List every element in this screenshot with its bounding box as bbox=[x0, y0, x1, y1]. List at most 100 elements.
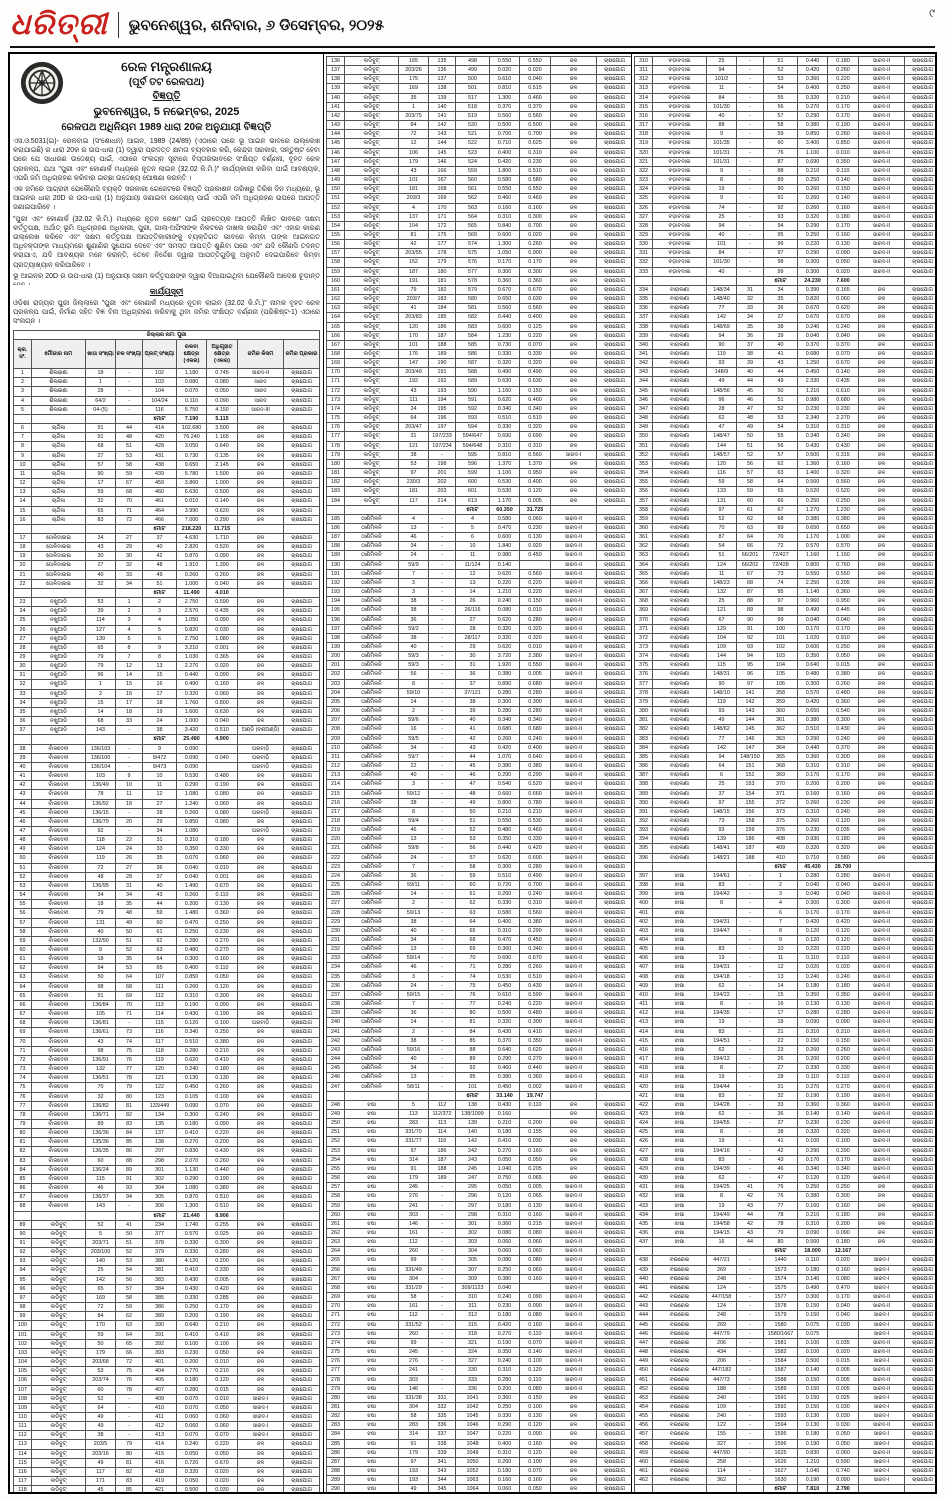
table-row: 84 ବାଁକଦେବୀ 136/24 89 301 1.130 0.440 ଜଳ ଚାଷଯୋଗ bbox=[13, 1164, 321, 1175]
table-row: 426 ଝାଷା 19-41 0.100 0.100 ସାରଦ-II ଚାଷଯୋଗ bbox=[634, 1136, 935, 1147]
table-row: 101 ଲଡିବୁଟ୍ 59 64 391 0.410 0.410 ଜଳ ଚାଷଯୋଗ bbox=[13, 1329, 321, 1340]
table-row: 248 ଝଷା 5 112 138 0.430 0.110 ଜଳ ଚାଷଯୋଗ bbox=[326, 1099, 631, 1110]
table-row: 263 ଝଷା 112-303 0.060 0.060 ସାରଦ-II ଚାଷଯୋଗ bbox=[326, 1237, 631, 1248]
table-row: 290 ଝଷା 49 345 1064 0.060 0.050 ଜଳ ଚାଷଯୋଗ bbox=[326, 1484, 631, 1492]
table-row: 64 ବାଁକଦେବୀ 98 68 111 0.260 0.120 ଜଳ ଚାଷଯୋଗ bbox=[13, 981, 321, 992]
table-row: 435 ଝାଷା 194/58 42 78 0.310 0.200 ଜଳ ଚାଷଯୋଗ bbox=[634, 1218, 935, 1230]
table-row: 5 ଶିଳାଇଣା 04-(5) -116 5.750 4.150 ସାରଦ-III ଚାଷଯ… bbox=[13, 404, 321, 415]
table-row: 19 ତୋଳିଦାଇଇ 30 30 42 0.870 0.090 ଜଳ ଚାଷଯୋଗ bbox=[13, 551, 321, 562]
table-row: 447 ବଇରେଇ 206-1581 0.100 0.035 ସାରଦ-II ଚାଷଯୋଗ bbox=[634, 1337, 935, 1349]
table-row: 373 ବାରାଲଣା 109 93 102 0.600 0.250 ଜଳ ଚାଷଯୋଗ bbox=[634, 641, 935, 653]
table-row: 60 ବାଁକଦେବୀ 9 52 63 0.480 0.270 ଜଳ ଚାଷଯୋଗ bbox=[13, 944, 321, 956]
table-row: 419 ଝାଷା 19-28 0.110 0.110 ସାରଦ-II ଚାଷଯୋଗ bbox=[634, 1072, 935, 1083]
table-row: 78 ବାଁକଦେବୀ 136/71 82 134 0.300 0.240 ଜଳ ଚାଷଯୋଗ bbox=[13, 1109, 321, 1120]
table-row: 206 ଠାଣିମିଳନି 2-39 0.280 0.280 ସାରଦ-II ଚାଷଯୋଗ bbox=[326, 706, 631, 717]
table-row: 261 ଝଷା 146-301 0.360 0.215 ସାରଦ-II ଚାଷଯୋଗ bbox=[326, 1218, 631, 1230]
table-row: 94 ଲଡିବୁଟ୍ 25 54 381 0.410 0.330 ଜଳ ଚାଷଯୋଗ bbox=[13, 1265, 321, 1276]
table-row: 231 ଠାଣିମିଳନି 34-68 0.470 0.450 ସାରଦ-II ଚାଷଯୋଗ bbox=[326, 934, 631, 946]
table-row: 386 ବାରାଲଣା 64 151 368 0.310 0.310 ଜଳ ଚାଷଯୋଗ bbox=[634, 761, 935, 772]
table-row: 142 ଲଡିବୁଟ୍ 203/75 141 519 0.560 0.560 ଜଳ ଚାଷଯୋଗ bbox=[326, 110, 631, 122]
table-row: 146 ଲଡିବୁଟ୍ 106 145 523 0.400 0.310 ଜଳ ଚାଷଯୋଗ bbox=[326, 147, 631, 158]
table-row: 68 ବାଁକଦେବୀ 136/81-115 0.120 0.100 ଘରବାଡ଼ି ଚାଷ… bbox=[13, 1018, 321, 1029]
table-row: 335 ବାରାଲଣା 148/40 32 35 0.820 0.060 ଜଳ ଚାଷଯୋଗ bbox=[634, 294, 935, 305]
table-row: 438 ବଇରେଇ 447/21-1440 0.110 0.020 ସାରଦ-I ଚାଷଯୋ… bbox=[634, 1255, 935, 1266]
table-row: 2 ଶିଳାଇଣା 1-103 0.080 0.080 ସାରଦ ଚାଷଯୋଗ bbox=[13, 377, 321, 388]
table-row: 47 ବାଁକଦେବୀ 92-34 1.080 ଘରବାଡ଼ି ଚାଷଯୋଗ bbox=[13, 825, 321, 837]
table-row: 155 ଲଡିବୁଟ୍ 81 175 569 0.600 0.020 ଜଳ ଚାଷଯୋଗ bbox=[326, 229, 631, 241]
table-row: 449 ବଇରେଇ 206-1584 0.500 0.015 ସାରଦ-I ଚାଷଯୋଗ bbox=[634, 1356, 935, 1367]
table-row: 161 ଲଡିବୁଟ୍ 79 182 579 0.670 0.670 ଜଳ ଚାଷଯୋଗ bbox=[326, 284, 631, 296]
table-row: 48 ବାଁକଦେବୀ 118 22 31 0.310 0.180 ଜଳ ଚାଷଯୋଗ bbox=[13, 835, 321, 846]
land-table-left: ଜିଲ୍ଲାର ନାମ: ପୁରୀ କ୍ର. ସଂ. ମୌଜାର ନାମ ଖାତା ସ… bbox=[12, 329, 321, 1492]
table-row: 413 ଝାଷା 19-18 0.090 0.090 ସାରଦ-II ଚାଷଯୋଗ bbox=[634, 1017, 935, 1028]
table-row: 359 ବାରାଲଣା 52 62 68 0.380 0.380 ଜଳ ଚାଷଯୋଗ bbox=[634, 513, 935, 524]
table-row: 175 ଲଡିବୁଟ୍ 64 196 593 0.510 0.510 ଜଳ ଚାଷଯୋଗ bbox=[326, 413, 631, 424]
table-row: 10 ଚାନ୍ଦିଳା 57 58 438 9.650 2.145 ଜଳ ଚାଷଯୋଗ bbox=[13, 459, 321, 470]
table-row: 77 ବାଁକଦେବୀ 136/82 81 133/449 0.090 0.070 ଜଳ ଚାଷ… bbox=[13, 1100, 321, 1111]
table-row: 242 ଠାଣିମିଳନି 38-85 0.370 0.350 ସାରଦ-II ଚାଷଯୋଗ bbox=[326, 1035, 631, 1046]
table-row: 348 ବାରାଲଣା 62 48 53 2.340 2.270 ଜଳ ଚାଷଯୋଗ bbox=[634, 413, 935, 424]
table-row: 416 ଝାଷା 62-23 0.260 0.260 ସାରଦ-II ଚାଷଯୋଗ bbox=[634, 1044, 935, 1056]
table-row: 278 ଝଷା 303-333 0.280 0.110 ସାରଦ-II ଚାଷଯୋଗ bbox=[326, 1374, 631, 1385]
table-row: 286 ଝଷା 179 339 1049 0.310 0.120 ଜଳ ଚାଷଯୋଗ bbox=[326, 1447, 631, 1458]
table-row: 71 ବାଁକଦେବୀ 98 75 118 0.280 0.210 ଜଳ ଚାଷଯୋଗ bbox=[13, 1045, 321, 1056]
table-row: 228 ଠାଣିମିଳନି 59/13-63 0.580 0.560 ସାରଦ-II ଚାଷ… bbox=[326, 907, 631, 918]
table-row: 317 ବଡ଼ାବଦାଇ 88-58 0.380 0.190 ସାରଦ-II ଚାଷଯୋଗ bbox=[634, 120, 935, 131]
table-row: 75 ବାଁକଦେବୀ 70 79 122 0.450 0.260 ଜଳ ଚାଷଯୋଗ bbox=[13, 1082, 321, 1093]
table-row: 341 ବାରାଲଣା 119 38 41 0.680 0.070 ଜଳ ଚାଷଯୋଗ bbox=[634, 348, 935, 360]
table-row: 411 ଝାଷା 8-16 0.130 0.130 ସାରଦ-II ଚାଷଯୋଗ bbox=[634, 999, 935, 1010]
table-row: 218 ଠାଣିମିଳନି 59/4-51 0.550 0.530 ସାରଦ-II ଚାଷଯ… bbox=[326, 815, 631, 827]
table-row: 168 ଲଡିବୁଟ୍ 176 189 586 0.330 0.330 ଜଳ ଚାଷଯୋଗ bbox=[326, 348, 631, 360]
table-row: 59 ବାଁକଦେବୀ 132/50 51 62 0.280 0.270 ଜଳ ଚାଷଯୋଗ bbox=[13, 935, 321, 947]
total-row: ମୋଟ 7.810 2.790 bbox=[634, 1484, 935, 1492]
table-row: 185 ଠାଣିମିଳନି 4-4 0.580 0.060 ସାରଦ-II ଚାଷଯୋଗ bbox=[326, 513, 631, 524]
table-row: 6 ଚାନ୍ଦିଳା 91 44 414 102.680 3.500 ଜଳ ଚାଷଯୋଗ bbox=[13, 423, 321, 434]
table-row: 96 ଲଡିବୁଟ୍ 65 57 384 0.430 0.420 ଜଳ ଚାଷଯୋଗ bbox=[13, 1283, 321, 1294]
table-row: 323 ବଡ଼ାବଦାଇ 8-89 0.250 0.140 ସାରଦ-II ଚାଷଯୋଗ bbox=[634, 175, 935, 186]
column-header: ଜମିର କିସମ bbox=[237, 339, 284, 370]
table-row: 148 ଲଡିବୁଟ୍ 43 166 559 1.800 0.510 ଜଳ ଚାଷଯୋଗ bbox=[326, 165, 631, 177]
table-row: 160 ଲଡିବୁଟ୍ 191 181 578 0.360 0.360 ଜଳ ଚାଷଯୋଗ bbox=[326, 275, 631, 286]
table-row: 452 ବଇରେଇ 188-1589 0.150 0.005 ସାରଦ-II ଚାଷଯୋଗ bbox=[634, 1383, 935, 1394]
table-row: 392 ବାରାଲଣା 73 158 375 0.260 0.120 ଜଳ ଚାଷଯୋଗ bbox=[634, 815, 935, 827]
table-row: 432 ଝାଷା 8 42 76 0.380 0.300 ଜଳ ଚାଷଯୋଗ bbox=[634, 1191, 935, 1202]
table-row: 446 ବଇରେଇ 447/79-1580/1667 0.075 ସାରଦ-I ଚାଷଯୋ… bbox=[634, 1328, 935, 1339]
table-row: 376 ବାରାଲଣା 148/31 96 105 0.480 0.380 ଜଳ ଚାଷଯୋଗ bbox=[634, 669, 935, 680]
table-row: 187 ଠାଣିମିଳନି 46-6 0.600 0.130 ସାରଦ-II ଚାଷଯୋଗ bbox=[326, 532, 631, 543]
table-row: 281 ଝଷା 304 332 1042 0.250 0.100 ଜଳ ଚାଷଯୋଗ bbox=[326, 1401, 631, 1413]
table-row: 226 ଠାଣିମିଳନି 14-61 0.260 0.240 ସାରଦ-II ଚାଷଯୋଗ bbox=[326, 889, 631, 900]
table-row: 254 ଝଷା 314 187 243 0.050 0.050 ଜଳ ଚାଷଯୋଗ bbox=[326, 1154, 631, 1165]
table-row: 243 ଠାଣିମିଳନି 59/16-88 0.640 0.620 ସାରଦ-II ଚାଷ… bbox=[326, 1044, 631, 1056]
table-row: 98 ଲଡିବୁଟ୍ 72 59 386 0.250 0.170 ଜଳ ଚାଷଯୋଗ bbox=[13, 1302, 321, 1313]
table-row: 31 ନଖୁଆଡି 96 14 15 0.440 0.090 ଜଳ ଚାଷଯୋଗ bbox=[13, 670, 321, 681]
table-row: 322 ବଡ଼ାବଦାଇ 9-88 0.210 0.110 ସାରଦ-II ଚାଷଯୋଗ bbox=[634, 165, 935, 177]
table-row: 82 ବାଁକଦେବୀ 136/35 86 297 0.830 0.430 ଜଳ ଚାଷଯୋଗ bbox=[13, 1146, 321, 1157]
table-row: 368 ବାରାଲଣା 25 88 97 0.960 0.950 ଜଳ ଚାଷଯୋଗ bbox=[634, 596, 935, 607]
table-row: 201 ଠାଣିମିଳନି 59/3-31 1.920 0.550 ସାରଦ-II ଚାଷଯ… bbox=[326, 660, 631, 671]
table-row: 318 ବଡ଼ାବଦାଇ 9-59 0.850 0.260 ସାରଦ-II ଚାଷଯୋଗ bbox=[634, 129, 935, 140]
ministry-title: ରେଳ ମନ୍ତ୍ରଣାଳୟ bbox=[121, 59, 212, 74]
table-row: 285 ଝଷା 91 338 1048 0.400 0.160 ଜଳ ଚାଷଯୋଗ bbox=[326, 1438, 631, 1449]
table-row: 262 ଝଷା 161-302 0.080 0.080 ସାରଦ-II ଚାଷଯୋଗ bbox=[326, 1227, 631, 1239]
table-row: 430 ଝାଷା 62-47 0.120 0.120 ସାରଦ-II ଚାଷଯୋଗ bbox=[634, 1173, 935, 1184]
table-row: 415 ଝାଷା 194/51-22 0.150 0.150 ସାରଦ-II ଚାଷଯୋଗ bbox=[634, 1035, 935, 1046]
table-row: 367 ବାରାଲଣା 132 87 95 1.140 0.360 ଜଳ ଚାଷଯୋଗ bbox=[634, 587, 935, 598]
table-row: 199 ଠାଣିମିଳନି 40-29 0.620 0.010 ସାରଦ-II ଚାଷଯୋଗ bbox=[326, 641, 631, 653]
table-row: 233 ଠାଣିମିଳନି 59/14-70 0.690 0.670 ସାରଦ-II ଚାଷ… bbox=[326, 953, 631, 964]
table-row: 34 ନଖୁଆଡି 15 17 18 1.760 0.800 ଜଳ ଚାଷଯୋଗ bbox=[13, 697, 321, 708]
table-row: 15 ଚାନ୍ଦିଳା 65 71 464 3.990 0.620 ଜଳ ଚାଷଯୋଗ bbox=[13, 505, 321, 516]
table-row: 418 ଝାଷା 8-27 0.330 0.330 ସାରଦ-II ଚାଷଯୋଗ bbox=[634, 1063, 935, 1074]
table-row: 172 ଲଡିବୁଟ୍ 43 193 590 1.160 0.150 ଜଳ ଚାଷଯୋଗ bbox=[326, 385, 631, 396]
table-row: 327 ବଡ଼ାବଦାଇ 25-93 0.320 0.180 ସାରଦ-II ଚାଷଯୋଗ bbox=[634, 211, 935, 222]
table-row: 216 ଠାଣିମିଳନି 38-49 0.800 0.780 ସାରଦ-II ଚାଷଯୋଗ bbox=[326, 797, 631, 808]
table-row: 391 ବାରାଲଣା 148/15 156 373 0.310 0.240 ଜଳ ଚାଷଯୋଗ bbox=[634, 806, 935, 817]
table-row: 91 ଲଡିବୁଟ୍ 203/71 51 378 0.330 0.300 ଜଳ ଚାଷଯୋଗ bbox=[13, 1237, 321, 1249]
table-row: 450 ବଇରେଇ 447/182-1587 0.140 0.005 ସାରଦ-II ଚାଷ… bbox=[634, 1365, 935, 1376]
total-row: ମୋଟ 25.480 4.900 bbox=[13, 734, 321, 745]
table-row: 4 ଶିଳାଇଣା 64/2-104/24 0.110 0.090 ସାରଦ ଚାଷଯୋଗ bbox=[13, 395, 321, 406]
total-row: ମୋଟ 218.220 11.715 bbox=[13, 523, 321, 534]
table-row: 365 ବାରାଲଣା 11 67 73 0.550 0.550 ଜଳ ଚାଷଯୋଗ bbox=[634, 568, 935, 579]
masthead-divider bbox=[117, 12, 119, 38]
table-row: 54 ବାଁକଦେବୀ 34 34 43 0.260 0.110 ଜଳ ଚାଷଯୋଗ bbox=[13, 890, 321, 901]
